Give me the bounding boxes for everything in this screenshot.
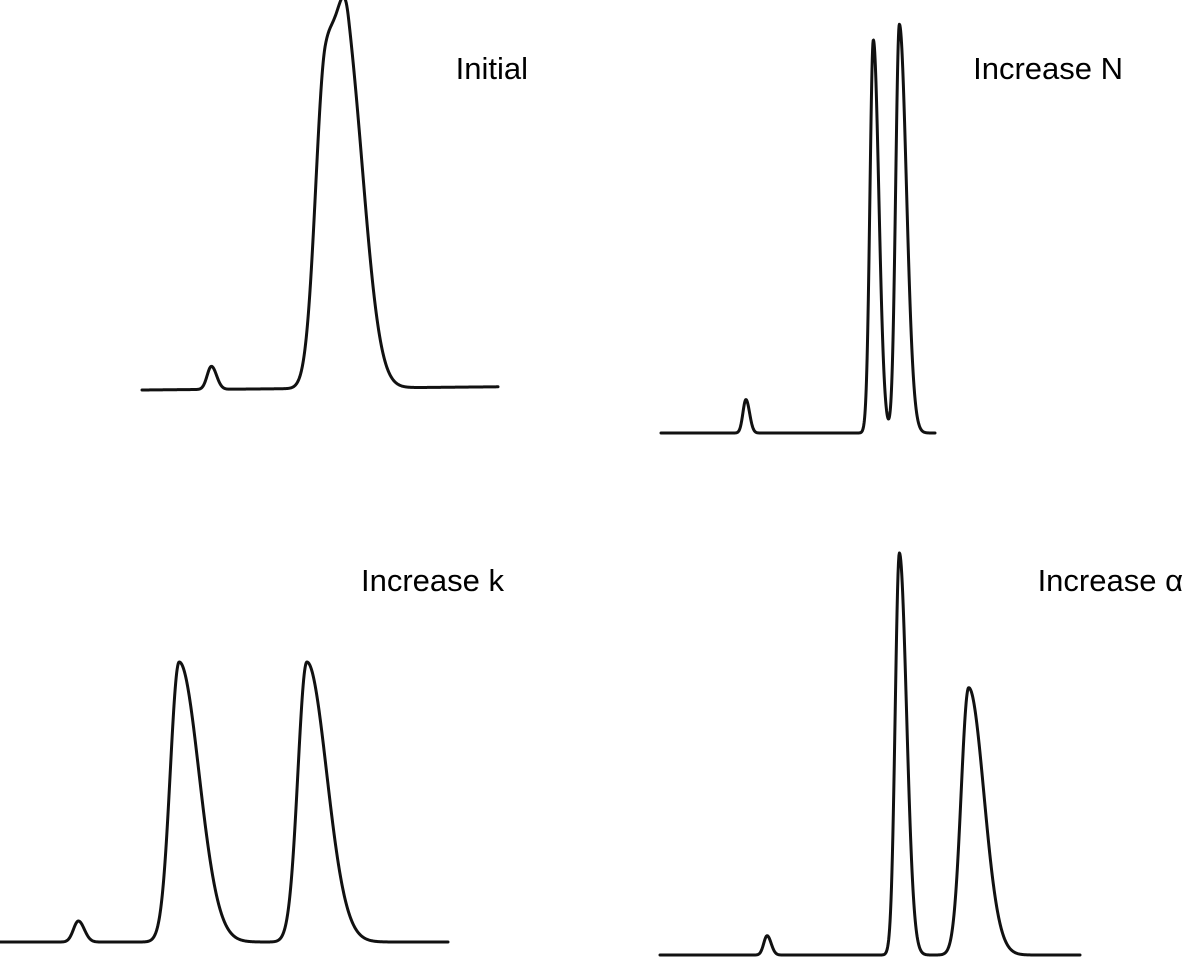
panel-title-increase-k: Increase k xyxy=(361,563,505,598)
panel-initial: Initial xyxy=(140,0,528,392)
chromatogram-trace-initial xyxy=(140,0,500,392)
chromatogram-trace-increase-k xyxy=(0,660,450,944)
panel-increase-n: Increase N xyxy=(659,22,1123,435)
peak-apex-initial-2 xyxy=(324,71,326,73)
chromatogram-trace-increase-alpha xyxy=(658,551,1082,957)
peak-apex-initial-3 xyxy=(347,83,349,85)
panel-title-increase-alpha: Increase α xyxy=(1038,563,1184,598)
panel-increase-alpha: Increase α xyxy=(658,551,1184,957)
panel-title-initial: Initial xyxy=(456,51,528,86)
chromatogram-trace-increase-n xyxy=(659,22,937,435)
panel-increase-k: Increase k xyxy=(0,563,505,944)
panel-title-increase-n: Increase N xyxy=(973,51,1123,86)
